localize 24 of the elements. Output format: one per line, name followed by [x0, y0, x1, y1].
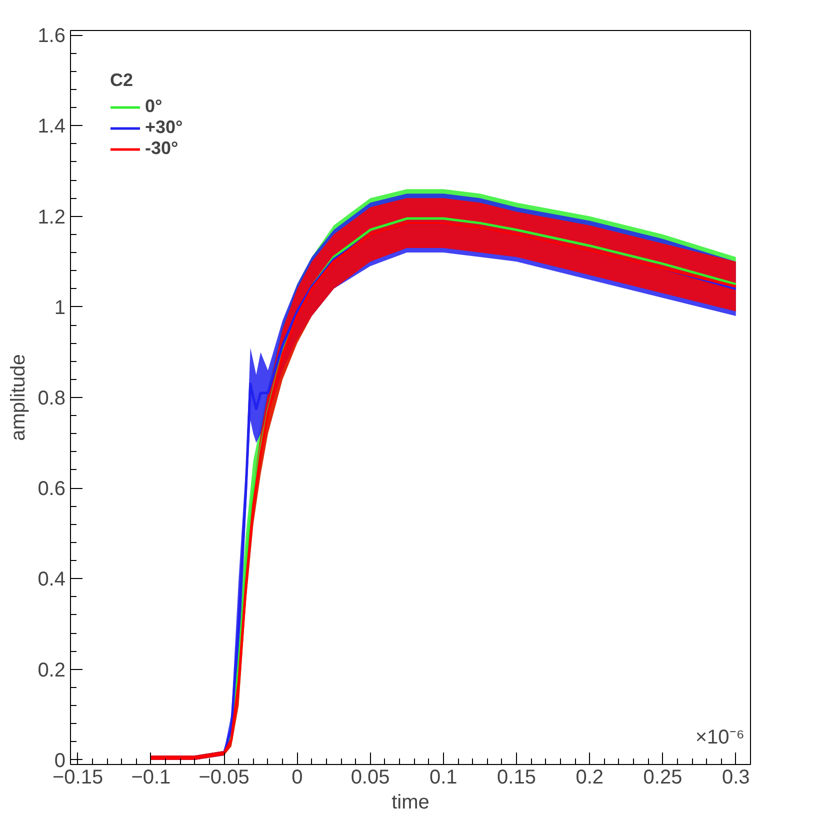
y-tick-label: 0.4: [38, 568, 66, 591]
x-tick-label: 0.3: [722, 766, 750, 788]
x-tick-label: 0.2: [576, 766, 604, 788]
y-tick-label: 0.6: [38, 478, 66, 500]
annotation: ×10⁻⁶: [695, 726, 745, 748]
x-tick-label: 0.1: [430, 766, 458, 788]
legend-label: +30°: [145, 117, 183, 138]
x-axis-title: time: [392, 792, 430, 814]
y-tick-label: 1.6: [38, 25, 66, 48]
y-tick-label: 0.8: [38, 388, 66, 410]
legend-label: 0°: [145, 96, 164, 117]
legend-label: -30°: [145, 138, 178, 159]
y-tick-label: 1.2: [38, 206, 66, 228]
y-tick-label: 1.4: [38, 116, 66, 138]
y-axis-title: amplitude: [8, 354, 30, 441]
x-tick-label: 0: [292, 766, 303, 788]
legend-title: C2: [110, 70, 134, 91]
x-tick-label: 0.25: [643, 766, 682, 788]
x-tick-label: −0.05: [198, 766, 250, 788]
y-tick-label: 1: [54, 296, 66, 319]
y-tick-label: 0.2: [38, 659, 66, 682]
x-tick-label: 0.05: [350, 766, 390, 788]
x-tick-label: 0.15: [497, 766, 536, 788]
x-tick-label: −0.1: [131, 766, 171, 788]
